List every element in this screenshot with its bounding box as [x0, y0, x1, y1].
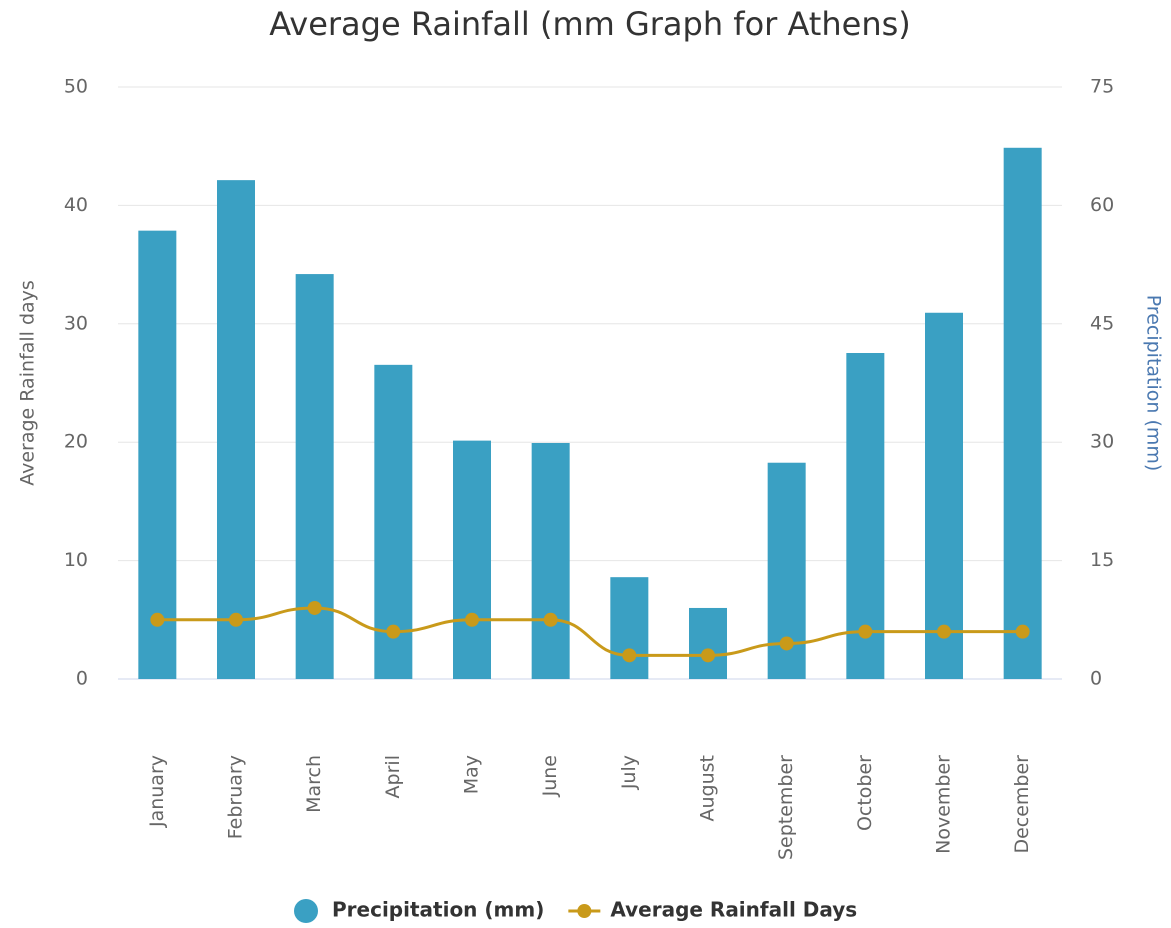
line-marker	[386, 624, 401, 639]
x-tick-label: March	[303, 755, 325, 813]
x-tick-label: July	[618, 755, 640, 790]
chart-title: Average Rainfall (mm Graph for Athens)	[269, 5, 911, 43]
x-tick-label: December	[1011, 755, 1033, 854]
x-tick-label: October	[854, 755, 876, 831]
x-tick-label: June	[539, 755, 561, 797]
y-tick-label: 0	[76, 668, 88, 690]
y-tick-label: 50	[64, 76, 88, 98]
y2-tick-label: 15	[1090, 549, 1114, 571]
bar	[531, 442, 570, 679]
line-marker	[1015, 624, 1030, 639]
y-tick-label: 20	[64, 431, 88, 453]
bar	[217, 180, 255, 679]
legend-label: Precipitation (mm)	[332, 898, 544, 922]
bar	[138, 230, 177, 679]
y2-tick-label: 30	[1090, 431, 1114, 453]
x-tick-label: February	[225, 755, 247, 839]
y-tick-label: 10	[64, 549, 88, 571]
line-marker	[307, 600, 322, 615]
y2-tick-label: 45	[1090, 312, 1114, 334]
bar	[1003, 147, 1042, 679]
legend-label: Average Rainfall Days	[610, 898, 857, 922]
line-marker	[150, 612, 165, 627]
bar	[925, 312, 963, 679]
line-marker	[858, 624, 873, 639]
y2-tick-label: 60	[1090, 194, 1114, 216]
line-marker	[543, 612, 558, 627]
line-marker	[701, 648, 715, 663]
x-tick-label: September	[775, 755, 797, 860]
x-tick-label: January	[146, 755, 168, 828]
x-tick-label: August	[697, 755, 719, 822]
legend-symbol	[294, 899, 318, 923]
line-marker	[937, 624, 951, 639]
x-tick-label: May	[461, 755, 483, 794]
line-marker	[779, 636, 794, 651]
bar	[295, 274, 334, 679]
y-tick-label: 30	[64, 312, 88, 334]
line-marker	[465, 612, 479, 627]
y2-tick-label: 0	[1090, 668, 1102, 690]
x-tick-label: April	[382, 755, 404, 798]
y2-tick-label: 75	[1090, 76, 1114, 98]
line-marker	[622, 648, 637, 663]
bar	[610, 577, 649, 679]
legend-symbol	[577, 904, 592, 918]
x-tick-label: November	[933, 755, 955, 854]
y-tick-label: 40	[64, 194, 88, 216]
y2-axis-title: Precipitation (mm)	[1143, 295, 1165, 472]
bar	[453, 440, 491, 679]
bar	[689, 607, 727, 679]
line	[157, 606, 1023, 657]
line-marker	[229, 612, 243, 627]
y-axis-title: Average Rainfall days	[17, 280, 39, 486]
